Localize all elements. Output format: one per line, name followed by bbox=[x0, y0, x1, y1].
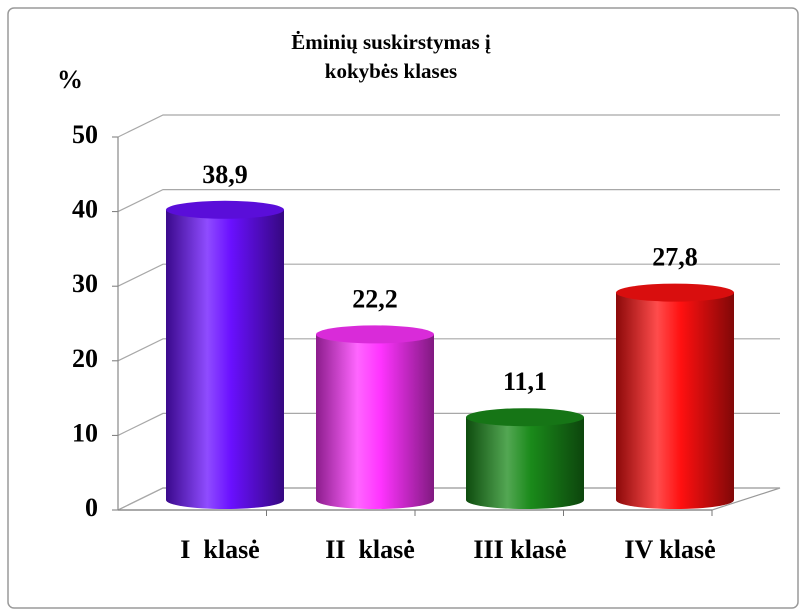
data-label: 38,9 bbox=[202, 160, 248, 189]
bar bbox=[166, 209, 284, 509]
x-tick-label: I klasė bbox=[180, 535, 259, 564]
chart-title: Ėminių suskirstymas į kokybės klases bbox=[291, 30, 491, 83]
grid-line bbox=[117, 189, 780, 213]
grid-line bbox=[117, 114, 780, 138]
x-tick-label: IV klasė bbox=[624, 535, 715, 564]
y-tick-label: 20 bbox=[72, 344, 98, 373]
data-label: 22,2 bbox=[352, 284, 398, 313]
bar bbox=[466, 417, 584, 509]
y-tick-label: 30 bbox=[72, 269, 98, 298]
x-tick-label: III klasė bbox=[473, 535, 566, 564]
grid-line bbox=[117, 338, 780, 362]
data-label: 27,8 bbox=[652, 243, 698, 272]
y-axis-label: % bbox=[57, 65, 83, 94]
y-tick-label: 40 bbox=[72, 195, 98, 224]
bar-top bbox=[166, 200, 284, 219]
x-tick-label: II klasė bbox=[325, 535, 415, 564]
bar bbox=[616, 292, 734, 509]
y-tick-label: 0 bbox=[85, 493, 98, 522]
bar-top bbox=[466, 408, 584, 427]
grid-line bbox=[117, 263, 780, 287]
bar-top bbox=[316, 325, 434, 344]
data-label: 11,1 bbox=[503, 367, 547, 396]
bar-top bbox=[616, 283, 734, 302]
bar bbox=[316, 334, 434, 509]
y-tick-label: 50 bbox=[72, 120, 98, 149]
y-tick-label: 10 bbox=[72, 418, 98, 447]
